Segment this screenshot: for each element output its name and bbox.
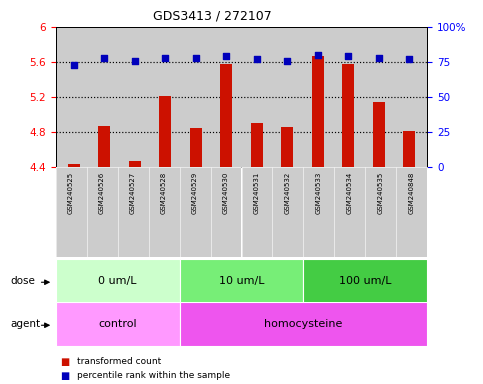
- Bar: [159, 96, 171, 167]
- Bar: [68, 164, 80, 167]
- Bar: [403, 131, 415, 167]
- Bar: [180, 259, 303, 303]
- Text: agent: agent: [11, 319, 41, 329]
- Point: [375, 55, 383, 61]
- Text: dose: dose: [11, 276, 36, 286]
- Point: [161, 55, 169, 61]
- Point: [192, 55, 199, 61]
- Text: GSM240527: GSM240527: [130, 172, 136, 214]
- Point: [222, 53, 230, 60]
- Text: transformed count: transformed count: [77, 357, 161, 366]
- Text: GDS3413 / 272107: GDS3413 / 272107: [153, 10, 272, 23]
- Bar: [372, 102, 385, 167]
- Text: GSM240526: GSM240526: [99, 172, 105, 214]
- Text: ■: ■: [60, 357, 70, 367]
- Point: [131, 58, 139, 64]
- Point: [70, 62, 78, 68]
- Text: GSM240535: GSM240535: [378, 172, 384, 214]
- Point: [405, 56, 413, 62]
- Bar: [56, 259, 180, 303]
- Bar: [251, 123, 263, 167]
- Point: [344, 53, 352, 60]
- Text: 10 um/L: 10 um/L: [219, 276, 264, 286]
- Bar: [180, 302, 427, 346]
- Text: GSM240529: GSM240529: [192, 172, 198, 214]
- Point: [253, 56, 261, 62]
- Text: 0 um/L: 0 um/L: [98, 276, 137, 286]
- Text: ■: ■: [60, 371, 70, 381]
- Text: GSM240530: GSM240530: [223, 172, 229, 214]
- Bar: [281, 127, 293, 167]
- Text: homocysteine: homocysteine: [264, 319, 342, 329]
- Text: GSM240531: GSM240531: [254, 172, 260, 214]
- Text: percentile rank within the sample: percentile rank within the sample: [77, 371, 230, 380]
- Bar: [303, 259, 427, 303]
- Text: control: control: [98, 319, 137, 329]
- Point: [100, 55, 108, 61]
- Point: [284, 58, 291, 64]
- Bar: [190, 127, 202, 167]
- Bar: [98, 126, 111, 167]
- Text: GSM240528: GSM240528: [161, 172, 167, 214]
- Text: GSM240525: GSM240525: [68, 172, 74, 214]
- Text: 100 um/L: 100 um/L: [339, 276, 392, 286]
- Bar: [56, 302, 180, 346]
- Bar: [312, 56, 324, 167]
- Point: [314, 52, 322, 58]
- Text: GSM240533: GSM240533: [316, 172, 322, 214]
- Bar: [128, 161, 141, 167]
- Text: GSM240532: GSM240532: [285, 172, 291, 214]
- Text: GSM240848: GSM240848: [409, 172, 415, 214]
- Text: GSM240534: GSM240534: [347, 172, 353, 214]
- Bar: [342, 64, 355, 167]
- Bar: [220, 64, 232, 167]
